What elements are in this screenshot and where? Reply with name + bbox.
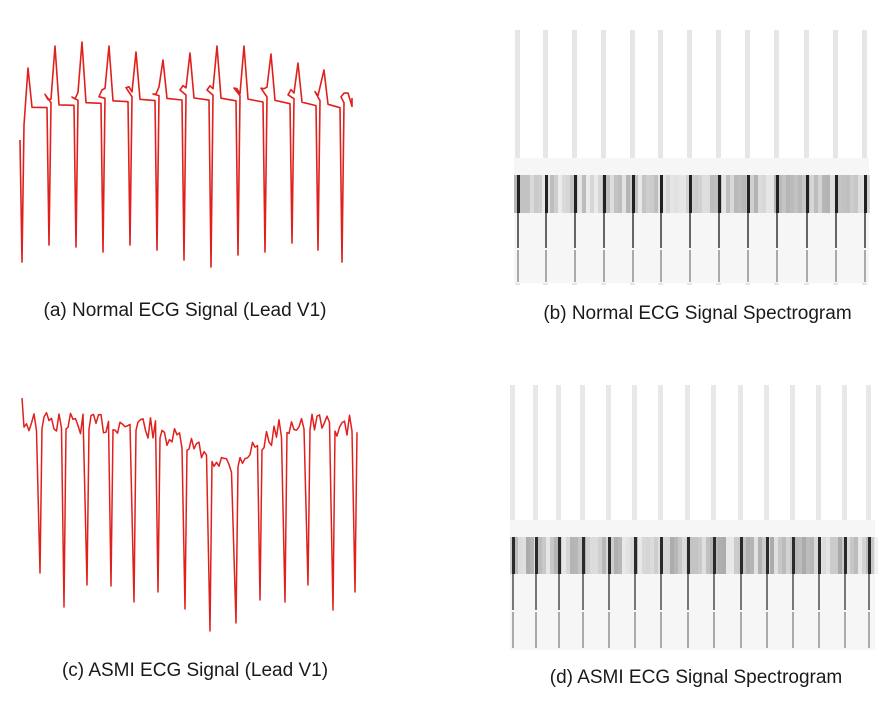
normal-ecg-waveform xyxy=(19,41,353,268)
normal-ecg-panel xyxy=(0,0,450,290)
asmi-ecg-trace xyxy=(21,397,358,632)
asmi-ecg-waveform xyxy=(21,397,358,632)
normal-spectrogram-caption: (b) Normal ECG Signal Spectrogram xyxy=(543,303,852,324)
normal-ecg-trace xyxy=(19,41,353,268)
asmi-spectrogram-panel xyxy=(500,380,895,660)
normal-spectrogram-image xyxy=(514,30,870,285)
asmi-spectrogram-bands xyxy=(510,385,878,650)
normal-spectrogram-panel xyxy=(500,0,895,300)
asmi-ecg-panel xyxy=(0,380,450,650)
asmi-spectrogram-caption: (d) ASMI ECG Signal Spectrogram xyxy=(549,667,843,688)
asmi-ecg-caption: (c) ASMI ECG Signal (Lead V1) xyxy=(61,660,329,681)
normal-spectrogram-bands xyxy=(514,30,870,285)
asmi-spectrogram-image xyxy=(510,385,878,650)
normal-ecg-caption: (a) Normal ECG Signal (Lead V1) xyxy=(43,300,327,321)
